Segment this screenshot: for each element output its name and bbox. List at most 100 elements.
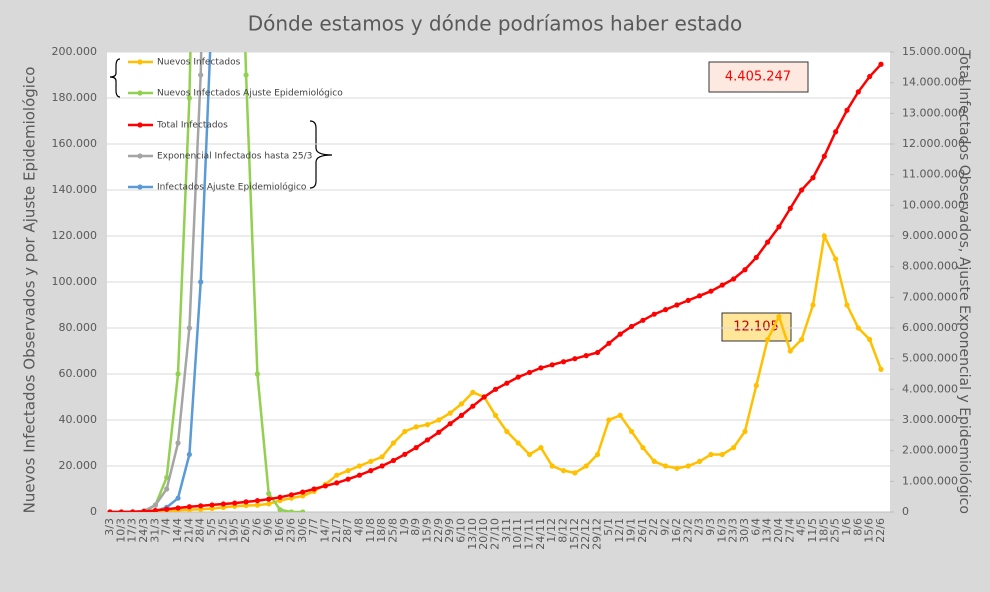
x-tick-label: 7/4 [160,518,173,536]
y-tick-label: 140.000 [52,183,98,196]
data-point [458,412,465,418]
data-point [424,437,431,443]
data-point [799,187,805,193]
y2-tick-label: 0 [902,505,909,518]
y2-tick-label: 3.000.000 [902,413,958,426]
data-point [810,175,816,181]
x-tick-label: 1/6 [840,518,853,536]
legend-label: Exponencial Infectados hasta 25/3 [157,152,312,162]
x-tick-label: 27/4 [783,518,796,543]
data-point [538,445,544,451]
data-point [413,424,419,430]
series-line [110,52,303,512]
data-point [356,472,363,478]
data-point [232,500,238,506]
x-tick-label: 3/3 [103,518,116,536]
data-point [753,382,759,389]
x-tick-label: 16/2 [670,518,683,543]
data-point [175,495,181,501]
data-point [130,509,136,512]
data-point [198,72,204,78]
data-point [526,451,533,458]
data-point [572,356,578,362]
data-point [855,89,861,95]
plot-series [107,3,884,512]
x-tick-label: 23/2 [681,518,694,543]
data-point [696,293,703,299]
legend-label: Nuevos Infectados Ajuste Epidemiológico [157,88,343,99]
data-point [844,107,850,113]
x-tick-label: 26/1 [636,518,649,543]
data-point [765,336,771,343]
x-tick-label: 15/9 [420,518,433,543]
data-point [560,359,567,365]
x-tick-label: 14/7 [318,518,331,543]
data-point [243,72,249,78]
data-point [379,454,385,460]
data-point [594,451,601,458]
data-point [696,458,703,464]
data-point [186,325,192,331]
data-point [424,422,431,428]
y2-tick-label: 7.000.000 [902,290,958,303]
x-tick-label: 15/12 [568,518,581,550]
data-point [787,348,793,354]
data-point [776,224,782,230]
y2-tick-label: 13.000.000 [902,106,965,119]
x-tick-label: 10/3 [114,518,127,543]
x-tick-label: 9/3 [704,518,717,536]
data-point [787,205,793,211]
data-point [175,505,181,511]
y-tick-label: 200.000 [52,45,98,58]
data-point [368,458,374,464]
data-point [470,389,476,395]
data-point [152,502,158,508]
data-point [765,239,771,245]
legend-swatch-dot [137,90,143,96]
data-point [447,421,453,427]
data-point [606,340,612,346]
legend-label: Infectados Ajuste Epidemiológico [157,182,307,193]
data-point [867,336,873,343]
x-tick-label: 29/9 [443,518,456,543]
data-point [651,458,657,464]
data-point [731,276,737,282]
x-tick-label: 11/8 [364,518,377,543]
data-point [175,371,181,377]
x-tick-label: 18/8 [375,518,388,543]
data-point [674,465,680,471]
data-point [504,428,510,435]
y2-tick-label: 8.000.000 [902,260,958,273]
y-tick-label: 40.000 [59,413,98,426]
data-point [662,307,669,313]
data-point [549,463,555,469]
x-tick-label: 23/3 [727,518,740,543]
data-point [628,428,635,435]
data-point [334,480,340,486]
data-point [186,504,192,510]
x-tick-label: 4/8 [352,518,365,536]
y2-tick-label: 11.000.000 [902,168,965,181]
y-tick-label: 100.000 [52,275,98,288]
data-point [141,508,147,512]
x-tick-label: 25/5 [829,518,842,543]
x-tick-label: 28/4 [194,518,207,543]
x-tick-label: 10/11 [511,518,524,550]
x-tick-label: 29/12 [591,518,604,550]
x-tick-label: 3/11 [500,518,513,543]
data-point [515,440,521,446]
x-tick-label: 28/7 [341,518,354,543]
data-point [288,492,295,498]
data-point [413,445,419,451]
x-tick-label: 16/6 [273,518,286,543]
data-point [209,3,214,8]
x-tick-label: 30/6 [296,518,309,543]
x-tick-label: 31/3 [148,518,161,543]
data-point [617,412,623,418]
data-point [164,506,170,512]
x-tick-label: 7/7 [307,518,320,536]
y-axis-label: Nuevos Infectados Observados y por Ajust… [21,67,39,514]
data-point [481,394,487,400]
y-tick-label: 20.000 [59,459,98,472]
x-tick-label: 9/2 [659,518,672,536]
